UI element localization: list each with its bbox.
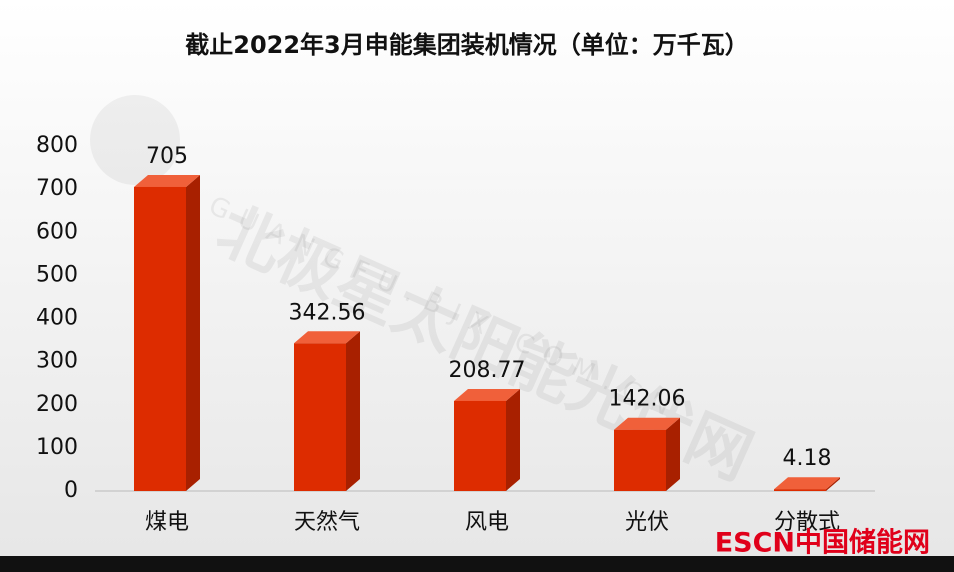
logo: ESCN中国储能网 bbox=[715, 527, 930, 559]
y-tick-label: 700 bbox=[36, 176, 78, 201]
y-tick-label: 100 bbox=[36, 435, 78, 460]
bar bbox=[614, 417, 680, 491]
bar-side bbox=[346, 331, 360, 491]
x-tick-label: 风电 bbox=[465, 510, 509, 535]
watermark-logo bbox=[90, 95, 180, 185]
x-tick-label: 分散式 bbox=[774, 510, 840, 535]
bar-front bbox=[294, 343, 346, 491]
value-label: 705 bbox=[146, 144, 188, 169]
bar-top bbox=[454, 388, 520, 401]
bar-side bbox=[666, 417, 680, 491]
bar-front bbox=[134, 186, 186, 491]
bar-front bbox=[774, 489, 826, 491]
x-tick-label: 煤电 bbox=[145, 510, 189, 535]
bottom-strip bbox=[0, 556, 954, 572]
y-tick-label: 200 bbox=[36, 392, 78, 417]
bar-side bbox=[186, 174, 200, 491]
bar-top bbox=[614, 417, 680, 430]
bar bbox=[294, 331, 360, 491]
value-label: 4.18 bbox=[783, 446, 832, 471]
chart-title: 截止2022年3月申能集团装机情况（单位：万千瓦） bbox=[185, 31, 749, 59]
x-tick-label: 天然气 bbox=[294, 510, 360, 535]
value-label: 342.56 bbox=[289, 300, 366, 325]
bar-front bbox=[454, 400, 506, 491]
bar-front bbox=[614, 429, 666, 491]
bar-top bbox=[134, 174, 200, 187]
bar-side bbox=[506, 388, 520, 491]
value-label: 142.06 bbox=[609, 387, 686, 412]
bar bbox=[134, 174, 200, 491]
y-tick-label: 400 bbox=[36, 306, 78, 331]
bar-top bbox=[294, 331, 360, 344]
bar-side bbox=[826, 477, 840, 491]
y-tick-label: 0 bbox=[64, 478, 78, 503]
value-label: 208.77 bbox=[449, 358, 526, 383]
bar bbox=[774, 477, 840, 491]
bar bbox=[454, 388, 520, 491]
y-tick-label: 500 bbox=[36, 262, 78, 287]
y-tick-label: 600 bbox=[36, 219, 78, 244]
x-tick-label: 光伏 bbox=[625, 510, 669, 535]
y-tick-label: 300 bbox=[36, 349, 78, 374]
y-tick-label: 800 bbox=[36, 133, 78, 158]
bar-top bbox=[774, 477, 840, 490]
